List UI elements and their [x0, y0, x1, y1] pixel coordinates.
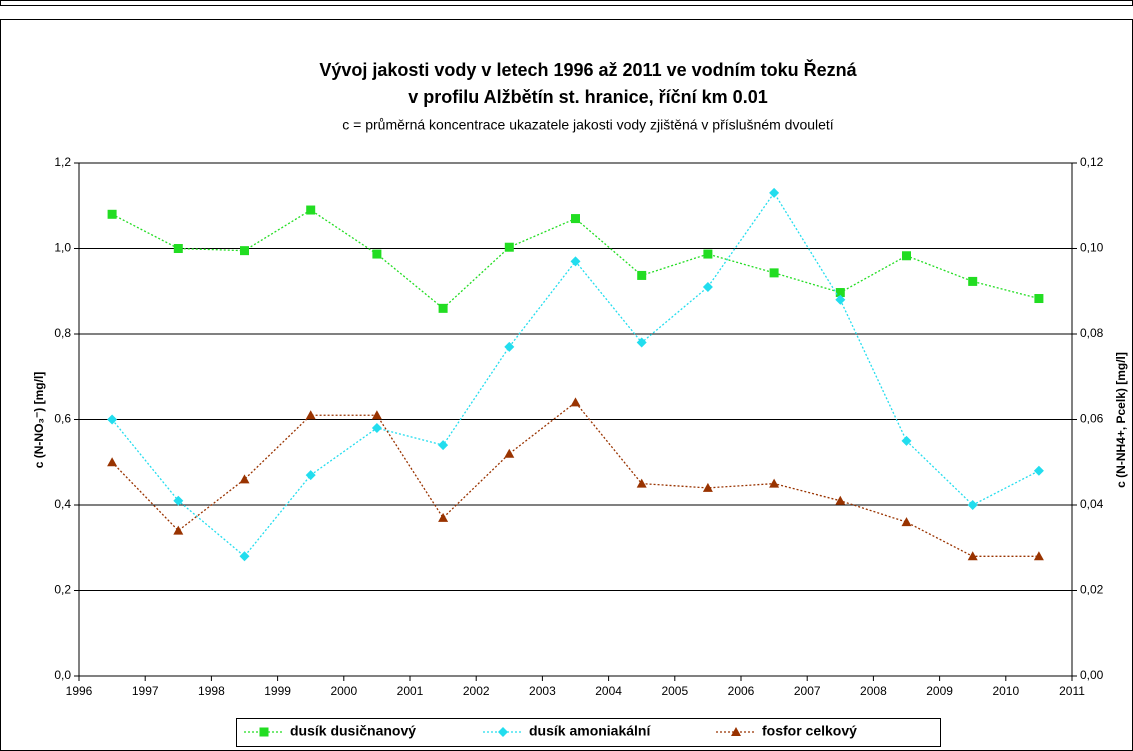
y-tick-label: 0,2	[54, 583, 71, 597]
data-point	[570, 397, 581, 407]
data-point	[1033, 551, 1044, 561]
data-point	[306, 205, 316, 215]
legend-label: fosfor celkový	[762, 723, 857, 739]
data-point	[438, 512, 449, 522]
legend-label: dusík amoniakální	[529, 723, 651, 739]
data-point	[305, 470, 316, 481]
data-point	[636, 337, 647, 348]
x-tick-label: 2011	[1059, 684, 1085, 698]
data-point	[571, 214, 580, 224]
y-tick-label: 1,2	[54, 155, 71, 169]
top-frame	[0, 0, 1133, 6]
data-point	[835, 288, 845, 298]
data-point	[835, 495, 846, 505]
chart-title: Vývoj jakosti vody v letech 1996 až 2011…	[319, 59, 857, 80]
y2-tick-label: 0,00	[1080, 668, 1104, 682]
data-point	[769, 268, 779, 278]
x-tick-label: 2000	[330, 684, 357, 698]
legend-label: dusík dusičnanový	[290, 723, 416, 739]
data-point	[901, 435, 912, 446]
x-tick-label: 1999	[264, 684, 291, 698]
chart-title: v profilu Alžbětín st. hranice, říční km…	[408, 87, 767, 107]
x-tick-label: 1997	[132, 684, 159, 698]
x-tick-label: 2009	[926, 684, 953, 698]
y-tick-label: 0,4	[54, 497, 71, 511]
legend	[236, 718, 941, 747]
y2-tick-label: 0,04	[1080, 497, 1104, 511]
x-tick-label: 2004	[595, 684, 622, 698]
legend-marker	[259, 727, 269, 737]
y2-tick-label: 0,06	[1080, 412, 1104, 426]
x-tick-label: 2005	[661, 684, 688, 698]
x-tick-label: 1996	[66, 684, 93, 698]
data-point	[967, 551, 978, 561]
data-point	[636, 478, 647, 488]
data-point	[769, 187, 780, 198]
data-point	[107, 457, 118, 467]
data-point	[107, 414, 118, 425]
data-point	[107, 209, 117, 219]
x-tick-label: 2006	[728, 684, 755, 698]
x-tick-label: 2002	[463, 684, 490, 698]
y-tick-label: 0,8	[54, 326, 71, 340]
legend-marker	[498, 727, 508, 737]
data-point	[240, 246, 249, 256]
data-point	[173, 244, 183, 253]
data-point	[968, 276, 978, 286]
data-point	[504, 448, 515, 458]
data-point	[438, 440, 449, 451]
y2-tick-label: 0,12	[1080, 155, 1104, 169]
legend-marker	[731, 727, 741, 736]
y-tick-label: 1,0	[54, 241, 71, 255]
x-tick-label: 2008	[860, 684, 887, 698]
data-point	[372, 249, 382, 259]
data-point	[173, 495, 184, 506]
data-point	[901, 517, 912, 527]
chart-frame	[0, 19, 1133, 751]
data-point	[239, 474, 250, 484]
data-point	[504, 242, 514, 252]
data-point	[570, 256, 581, 267]
y2-axis-label: c (N-NH4+, Pcelk) [mg/l]	[1114, 352, 1128, 488]
data-point	[967, 500, 978, 510]
data-point	[305, 410, 316, 420]
data-point	[702, 281, 713, 292]
data-point	[902, 251, 911, 261]
data-point	[504, 341, 515, 352]
data-point	[173, 525, 184, 535]
x-tick-label: 1998	[198, 684, 225, 698]
data-point	[239, 551, 250, 562]
data-point	[438, 303, 448, 313]
y-tick-label: 0,0	[54, 668, 71, 682]
chart-subtitle: c = průměrná koncentrace ukazatele jakos…	[342, 117, 834, 133]
data-point	[371, 423, 382, 434]
data-point	[702, 482, 713, 492]
data-point	[371, 410, 382, 420]
data-point	[1033, 465, 1044, 476]
y-axis-label: c (N-NO₃⁻) [mg/l]	[32, 372, 46, 469]
data-point	[703, 249, 713, 259]
y2-tick-label: 0,08	[1080, 326, 1104, 340]
series-line	[111, 401, 1039, 557]
y2-tick-label: 0,10	[1080, 241, 1104, 255]
data-point	[835, 294, 846, 305]
x-tick-label: 2001	[397, 684, 424, 698]
y-tick-label: 0,6	[54, 412, 71, 426]
x-tick-label: 2007	[794, 684, 821, 698]
x-tick-label: 2010	[992, 684, 1019, 698]
x-tick-label: 2003	[529, 684, 556, 698]
data-point	[769, 478, 780, 488]
data-point	[1034, 294, 1044, 304]
y2-tick-label: 0,02	[1080, 583, 1104, 597]
data-point	[637, 270, 647, 280]
